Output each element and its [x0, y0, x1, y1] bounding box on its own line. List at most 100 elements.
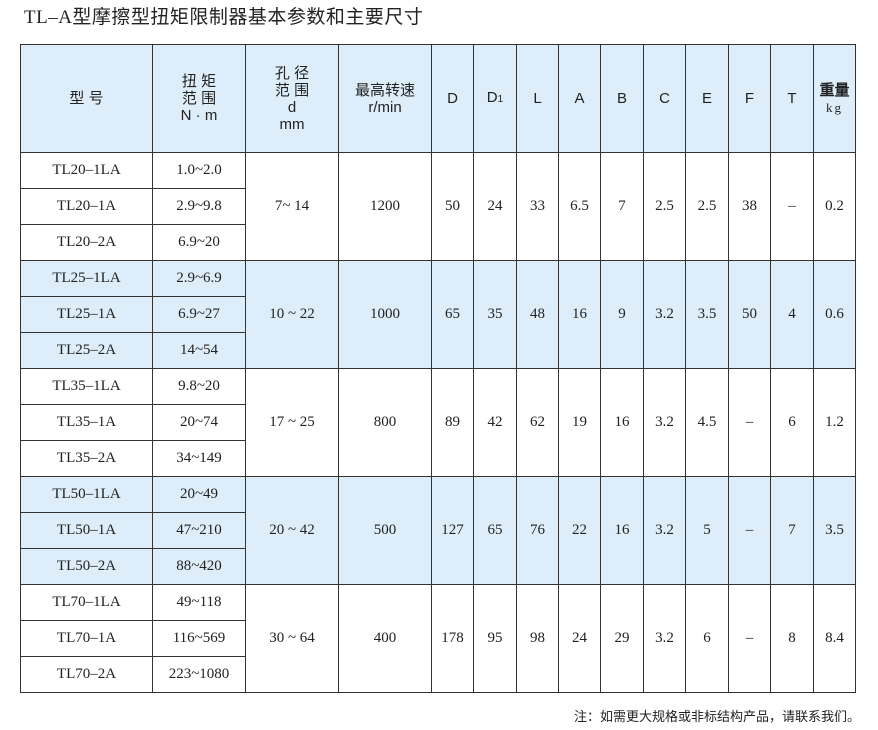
- cell-speed: 1000: [338, 260, 432, 369]
- cell-torque: 6.9~20: [152, 224, 246, 261]
- table-row: TL70–2A 223~1080: [20, 656, 856, 693]
- cell-model: TL35–1LA: [20, 368, 153, 405]
- cell-D1: 42: [473, 368, 517, 477]
- cell-T: 6: [770, 368, 814, 477]
- cell-D: 89: [431, 368, 474, 477]
- cell-bore: 7~ 14: [245, 152, 339, 261]
- cell-weight: 0.6: [813, 260, 856, 369]
- cell-B: 16: [600, 476, 644, 585]
- cell-D1: 95: [473, 584, 517, 693]
- cell-model: TL70–2A: [20, 656, 153, 693]
- cell-speed: 500: [338, 476, 432, 585]
- cell-C: 2.5: [643, 152, 686, 261]
- cell-C: 3.2: [643, 476, 686, 585]
- header-model: 型 号: [20, 44, 153, 153]
- header-D1: D1: [473, 44, 517, 153]
- header-speed: 最高转速 r/min: [338, 44, 432, 153]
- cell-speed: 800: [338, 368, 432, 477]
- header-E: E: [685, 44, 729, 153]
- table-row: TL50–1A 47~210: [20, 512, 856, 549]
- cell-torque: 47~210: [152, 512, 246, 549]
- cell-T: 8: [770, 584, 814, 693]
- cell-weight: 0.2: [813, 152, 856, 261]
- cell-torque: 2.9~6.9: [152, 260, 246, 297]
- cell-torque: 20~49: [152, 476, 246, 513]
- table-row: TL50–2A 88~420: [20, 548, 856, 585]
- cell-model: TL35–1A: [20, 404, 153, 441]
- cell-torque: 20~74: [152, 404, 246, 441]
- cell-torque: 9.8~20: [152, 368, 246, 405]
- cell-D1: 35: [473, 260, 517, 369]
- cell-L: 33: [516, 152, 559, 261]
- cell-D1: 24: [473, 152, 517, 261]
- table-row: TL50–1LA 20~49 20 ~ 42 500 127 65 76 22 16 3.2 5–7…: [20, 476, 856, 585]
- header-C: C: [643, 44, 686, 153]
- cell-model: TL70–1A: [20, 620, 153, 657]
- cell-C: 3.2: [643, 368, 686, 477]
- cell-D: 178: [431, 584, 474, 693]
- table-row: TL25–2A 14~54: [20, 332, 856, 369]
- cell-torque: 49~118: [152, 584, 246, 621]
- table-row: TL35–2A 34~149: [20, 440, 856, 477]
- cell-T: –: [770, 152, 814, 261]
- cell-L: 62: [516, 368, 559, 477]
- header-B: B: [600, 44, 644, 153]
- header-A: A: [558, 44, 601, 153]
- table-row: TL20–2A 6.9~20: [20, 224, 856, 261]
- cell-F: 38: [728, 152, 771, 261]
- cell-model: TL35–2A: [20, 440, 153, 477]
- cell-speed: 400: [338, 584, 432, 693]
- cell-B: 7: [600, 152, 644, 261]
- cell-model: TL50–2A: [20, 548, 153, 585]
- cell-C: 3.2: [643, 260, 686, 369]
- cell-A: 16: [558, 260, 601, 369]
- cell-D: 50: [431, 152, 474, 261]
- page-title: TL–A型摩擦型扭矩限制器基本参数和主要尺寸: [24, 7, 424, 28]
- header-T: T: [770, 44, 814, 153]
- cell-E: 6: [685, 584, 729, 693]
- table-row: TL25–1A 6.9~27: [20, 296, 856, 333]
- cell-F: –: [728, 368, 771, 477]
- cell-A: 6.5: [558, 152, 601, 261]
- table-row: TL35–1A 20~74: [20, 404, 856, 441]
- cell-C: 3.2: [643, 584, 686, 693]
- cell-A: 24: [558, 584, 601, 693]
- cell-B: 29: [600, 584, 644, 693]
- cell-torque: 14~54: [152, 332, 246, 369]
- cell-model: TL50–1A: [20, 512, 153, 549]
- cell-torque: 223~1080: [152, 656, 246, 693]
- cell-F: –: [728, 476, 771, 585]
- cell-D1: 65: [473, 476, 517, 585]
- header-bore: 孔 径范 围 d mm: [245, 44, 339, 153]
- cell-weight: 1.2: [813, 368, 856, 477]
- cell-D: 65: [431, 260, 474, 369]
- cell-speed: 1200: [338, 152, 432, 261]
- cell-weight: 8.4: [813, 584, 856, 693]
- cell-L: 98: [516, 584, 559, 693]
- cell-A: 19: [558, 368, 601, 477]
- cell-L: 76: [516, 476, 559, 585]
- table-row: TL25–1LA 2.9~6.9 10 ~ 22 1000 65 35 48 16 9 3.2 3.…: [20, 260, 856, 369]
- cell-B: 9: [600, 260, 644, 369]
- cell-torque: 88~420: [152, 548, 246, 585]
- header-F: F: [728, 44, 771, 153]
- cell-model: TL25–1A: [20, 296, 153, 333]
- cell-bore: 10 ~ 22: [245, 260, 339, 369]
- table-row: TL20–1LA 1.0~2.0 7~ 14 1200 50 24 33 6.5 7 2.5 2.5…: [20, 152, 856, 261]
- header-L: L: [516, 44, 559, 153]
- header-D: D: [431, 44, 474, 153]
- footnote: 注：如需更大规格或非标结构产品，请联系我们。: [573, 709, 860, 724]
- cell-model: TL70–1LA: [20, 584, 153, 621]
- cell-torque: 34~149: [152, 440, 246, 477]
- cell-weight: 3.5: [813, 476, 856, 585]
- cell-E: 4.5: [685, 368, 729, 477]
- cell-bore: 20 ~ 42: [245, 476, 339, 585]
- cell-E: 2.5: [685, 152, 729, 261]
- cell-model: TL25–2A: [20, 332, 153, 369]
- table-row: TL20–1A 2.9~9.8: [20, 188, 856, 225]
- cell-torque: 2.9~9.8: [152, 188, 246, 225]
- cell-L: 48: [516, 260, 559, 369]
- cell-model: TL25–1LA: [20, 260, 153, 297]
